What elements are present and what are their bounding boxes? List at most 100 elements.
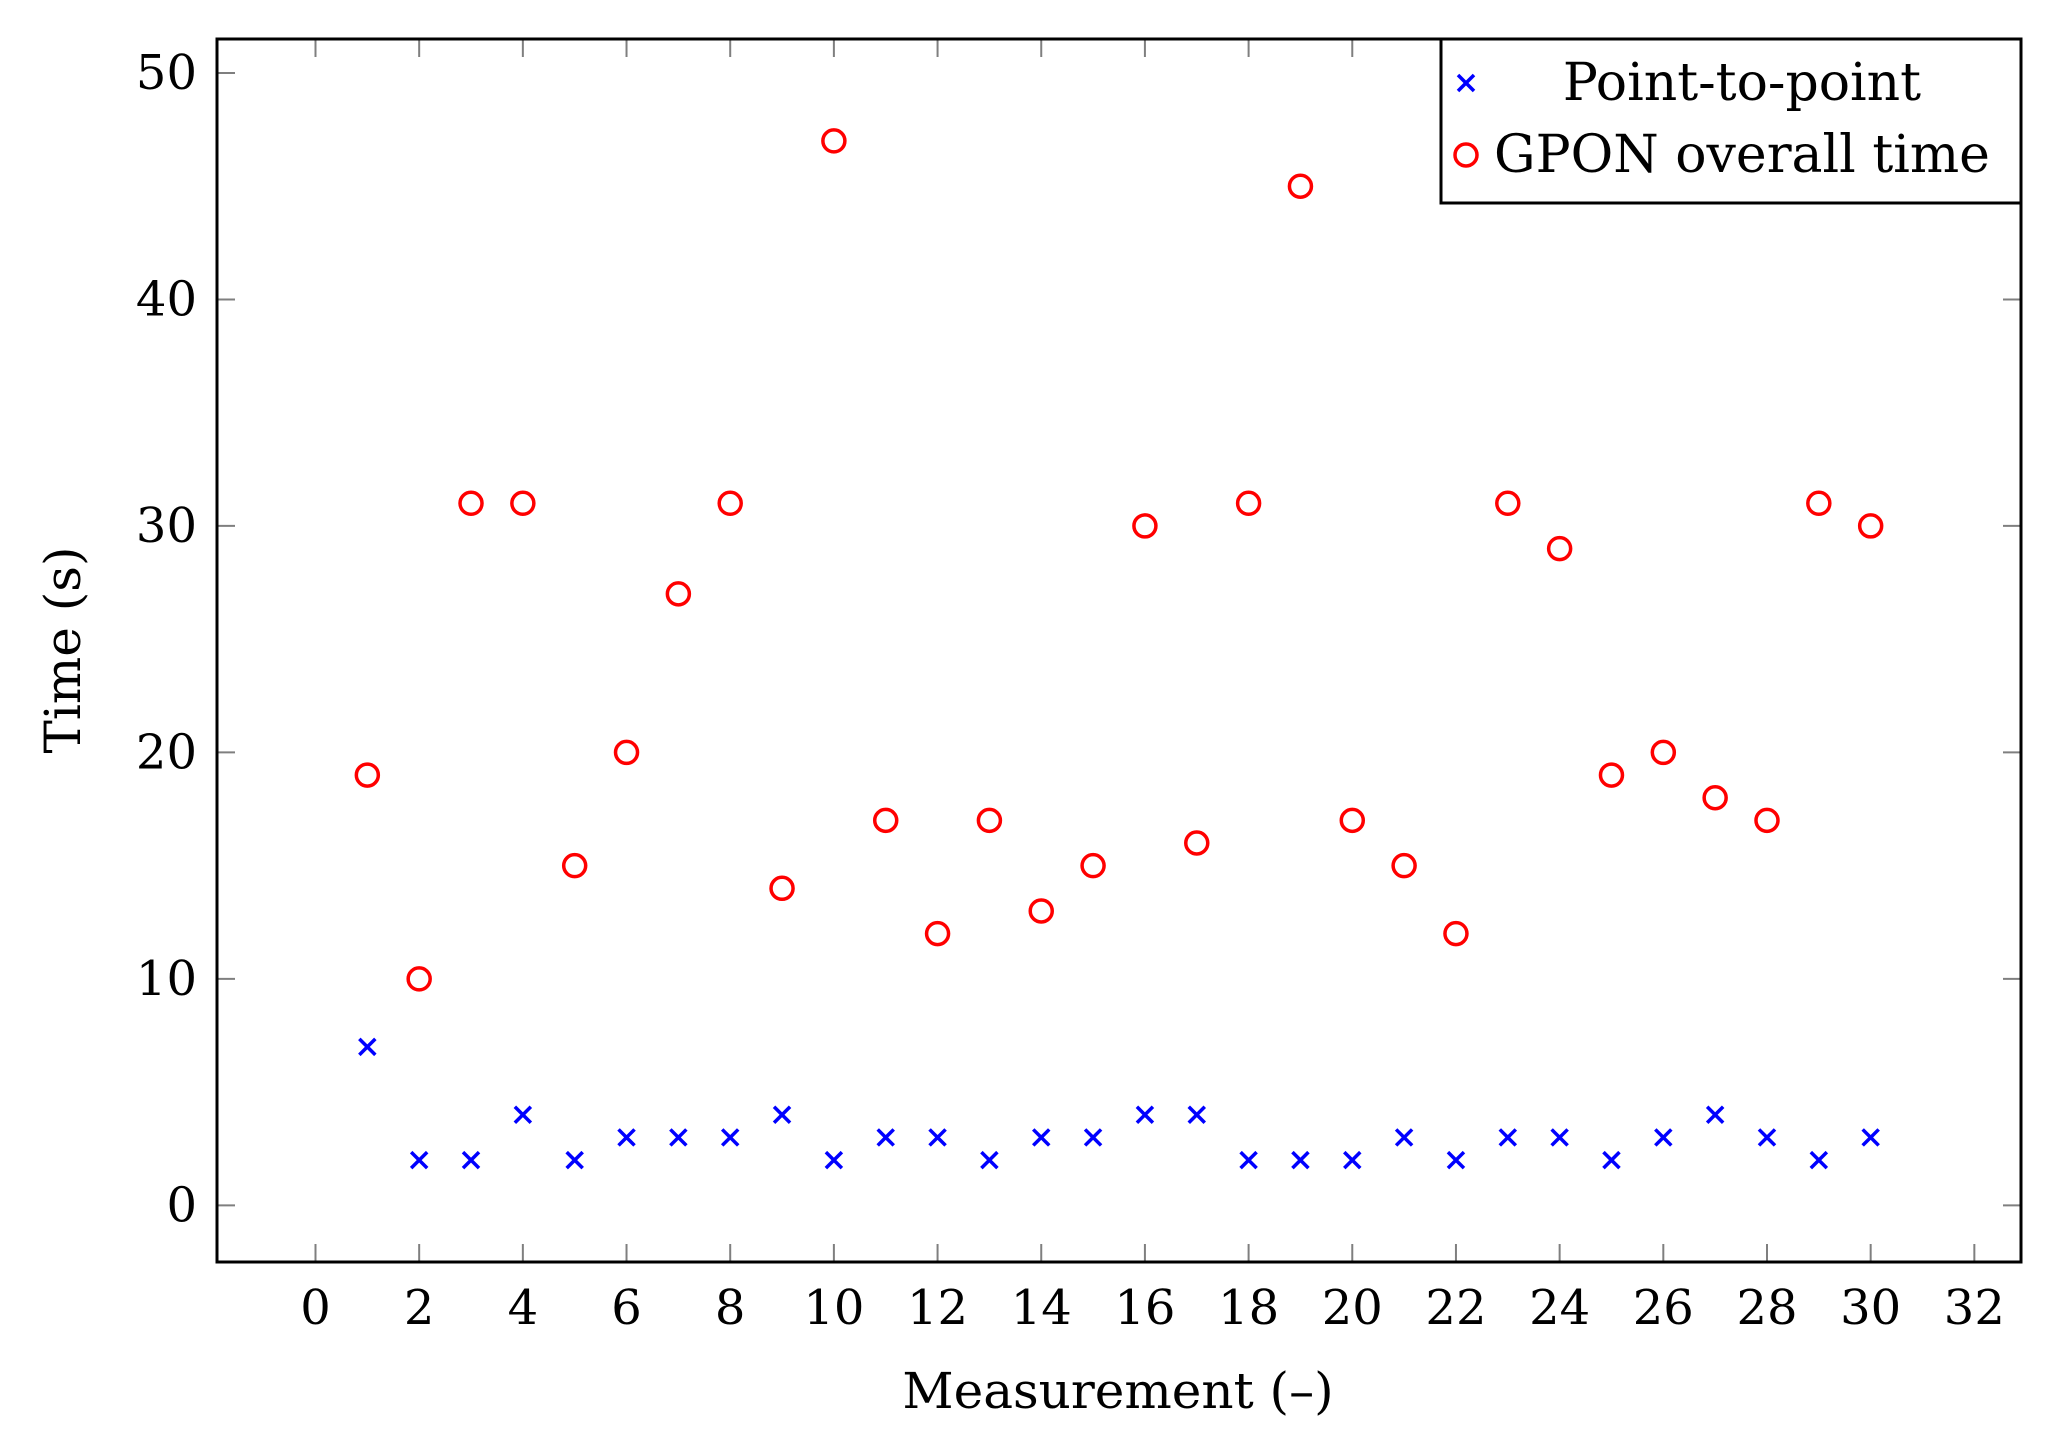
gpon-overall-time-marker bbox=[1754, 807, 1780, 834]
point-to-point-marker bbox=[1394, 1128, 1414, 1147]
gpon-overall-time-marker bbox=[1132, 513, 1158, 539]
gpon-overall-time-marker bbox=[1443, 920, 1469, 947]
legend-label-gpon-overall-time: GPON overall time bbox=[1494, 125, 1990, 185]
point-to-point-marker bbox=[461, 1150, 481, 1170]
point-to-point-marker bbox=[1187, 1105, 1206, 1125]
series-gpon-overall-time bbox=[354, 128, 1884, 992]
point-to-point-marker bbox=[1291, 1150, 1310, 1170]
x-tick-labels: 0 2 4 6 8 10 12 14 16 18 20 22 24 26 28 30 32 bbox=[300, 1280, 2005, 1336]
gpon-overall-time-marker bbox=[1184, 830, 1210, 856]
point-to-point-marker bbox=[1654, 1128, 1673, 1147]
gpon-overall-time-marker bbox=[665, 581, 692, 607]
point-to-point-marker bbox=[358, 1037, 377, 1057]
point-to-point-marker bbox=[1757, 1128, 1777, 1147]
point-to-point-marker bbox=[1032, 1128, 1051, 1147]
gpon-overall-time-marker bbox=[872, 807, 899, 834]
point-to-point-marker bbox=[513, 1105, 533, 1125]
point-to-point-marker bbox=[824, 1150, 844, 1170]
data-points bbox=[354, 128, 1884, 1170]
point-to-point-marker bbox=[669, 1128, 688, 1147]
x-tick-label: 18 bbox=[1218, 1280, 1279, 1336]
point-to-point-marker bbox=[720, 1128, 740, 1147]
point-to-point-marker bbox=[980, 1150, 999, 1170]
x-tick-label: 20 bbox=[1322, 1280, 1383, 1336]
gpon-overall-time-marker bbox=[1391, 852, 1417, 879]
y-tick-label: 20 bbox=[136, 724, 197, 780]
y-axis-label: Time (s) bbox=[34, 547, 92, 754]
gpon-overall-time-marker bbox=[769, 875, 795, 902]
y-tick-label: 10 bbox=[136, 951, 197, 1007]
gpon-overall-time-marker bbox=[924, 920, 951, 947]
gpon-overall-time-marker bbox=[1287, 173, 1314, 199]
point-to-point-marker bbox=[1550, 1128, 1569, 1147]
point-to-point-marker bbox=[565, 1150, 584, 1170]
point-to-point-marker bbox=[1239, 1150, 1258, 1170]
plot-area bbox=[217, 39, 2021, 1262]
x-tick-label: 4 bbox=[508, 1280, 539, 1336]
point-to-point-marker bbox=[772, 1105, 792, 1125]
point-to-point-marker bbox=[1602, 1150, 1621, 1170]
gpon-overall-time-marker bbox=[1546, 535, 1573, 562]
y-tick-label: 0 bbox=[166, 1177, 197, 1233]
legend-box bbox=[1439, 37, 2023, 205]
point-to-point-marker bbox=[1343, 1150, 1362, 1170]
legend-label-point-to-point: Point-to-point bbox=[1563, 53, 1921, 113]
point-to-point-marker bbox=[1861, 1128, 1880, 1147]
point-to-point-marker bbox=[409, 1150, 429, 1170]
x-tick-label: 14 bbox=[1011, 1280, 1072, 1336]
x-tick-label: 22 bbox=[1425, 1280, 1486, 1336]
x-tick-label: 2 bbox=[404, 1280, 435, 1336]
point-to-point-marker bbox=[1809, 1150, 1829, 1170]
legend-marker-point-to-point bbox=[1456, 73, 1476, 93]
x-tick-label: 28 bbox=[1736, 1280, 1797, 1336]
gpon-overall-time-marker bbox=[510, 490, 536, 517]
gpon-overall-time-marker bbox=[821, 128, 847, 154]
x-tick-label: 12 bbox=[907, 1280, 968, 1336]
gpon-overall-time-marker bbox=[1495, 490, 1521, 517]
point-to-point-marker bbox=[876, 1128, 895, 1147]
axis-ticks bbox=[217, 39, 2021, 1262]
point-to-point-marker bbox=[928, 1128, 947, 1147]
gpon-overall-time-marker bbox=[717, 490, 743, 517]
series-point-to-point bbox=[358, 1037, 1880, 1170]
gpon-overall-time-marker bbox=[613, 739, 640, 766]
y-tick-labels: 0 10 20 30 40 50 bbox=[136, 45, 197, 1233]
y-tick-label: 40 bbox=[136, 271, 197, 327]
point-to-point-marker bbox=[1498, 1128, 1518, 1147]
gpon-overall-time-marker bbox=[1857, 513, 1884, 539]
x-axis-label: Measurement (–) bbox=[902, 1362, 1333, 1420]
gpon-overall-time-marker bbox=[561, 852, 588, 879]
gpon-overall-time-marker bbox=[976, 807, 1003, 834]
x-tick-label: 8 bbox=[715, 1280, 746, 1336]
plot-frame bbox=[215, 37, 2023, 1264]
legend: Point-to-point GPON overall time bbox=[1439, 37, 2023, 205]
x-tick-label: 24 bbox=[1529, 1280, 1590, 1336]
gpon-overall-time-marker bbox=[354, 762, 381, 788]
x-tick-label: 32 bbox=[1944, 1280, 2005, 1336]
x-tick-label: 10 bbox=[803, 1280, 864, 1336]
point-to-point-marker bbox=[1083, 1128, 1103, 1147]
gpon-overall-time-marker bbox=[1598, 762, 1625, 788]
point-to-point-marker bbox=[617, 1128, 636, 1147]
y-tick-label: 50 bbox=[136, 45, 197, 101]
gpon-overall-time-marker bbox=[1235, 490, 1262, 517]
gpon-overall-time-marker bbox=[1650, 739, 1677, 766]
gpon-overall-time-marker bbox=[458, 490, 484, 517]
point-to-point-marker bbox=[1135, 1105, 1155, 1125]
x-tick-label: 16 bbox=[1114, 1280, 1175, 1336]
gpon-overall-time-marker bbox=[406, 966, 432, 992]
gpon-overall-time-marker bbox=[1080, 852, 1106, 879]
gpon-overall-time-marker bbox=[1806, 490, 1832, 517]
y-tick-label: 30 bbox=[136, 498, 197, 554]
x-tick-label: 26 bbox=[1633, 1280, 1694, 1336]
gpon-overall-time-marker bbox=[1339, 807, 1366, 834]
point-to-point-marker bbox=[1705, 1105, 1725, 1125]
gpon-overall-time-marker bbox=[1028, 898, 1054, 924]
x-tick-label: 30 bbox=[1840, 1280, 1901, 1336]
x-tick-label: 6 bbox=[611, 1280, 642, 1336]
gpon-overall-time-marker bbox=[1702, 784, 1728, 811]
x-tick-label: 0 bbox=[300, 1280, 331, 1336]
point-to-point-marker bbox=[1446, 1150, 1466, 1170]
legend-marker-gpon-overall-time bbox=[1453, 142, 1479, 168]
